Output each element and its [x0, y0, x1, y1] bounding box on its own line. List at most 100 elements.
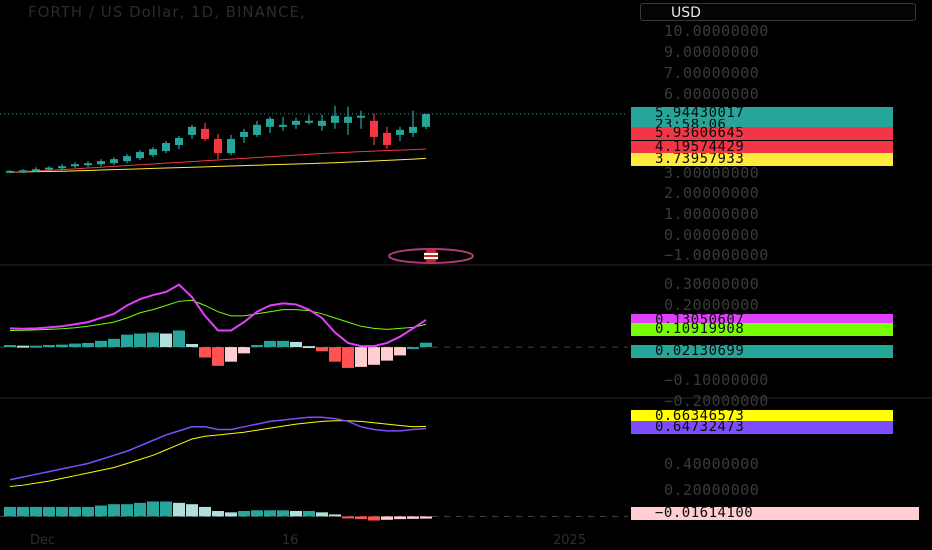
candle-body — [409, 126, 417, 133]
slow-value-tag: 0.66346573 — [631, 410, 893, 423]
moving-average-line — [9, 157, 427, 173]
histogram-bar — [225, 512, 237, 517]
histogram-bar — [303, 510, 315, 517]
histogram-bar — [147, 501, 159, 517]
time-axis-label: Dec — [30, 533, 56, 548]
candle-body — [318, 120, 326, 126]
histogram-bar — [407, 516, 419, 519]
candle-body — [357, 115, 365, 118]
histogram-bar — [134, 333, 146, 348]
histogram-bar — [355, 516, 367, 520]
candle-body — [32, 169, 40, 172]
candle-body — [84, 163, 92, 166]
histogram-bar — [342, 347, 354, 368]
histogram-bar — [368, 347, 380, 365]
ma-slow-tag: 3.73957933 — [631, 153, 893, 166]
candle-body — [253, 124, 261, 135]
candle-body — [370, 120, 378, 137]
candle-body — [227, 138, 235, 154]
axis-tick-label: 2.00000000 — [664, 184, 760, 202]
bid-price-tag: 5.93606645 — [631, 127, 893, 140]
histogram-bar — [108, 504, 120, 517]
histogram-bar — [225, 347, 237, 362]
histogram-bar — [82, 506, 94, 517]
histogram-bar — [160, 333, 172, 348]
axis-tick-label: −1.00000000 — [664, 246, 769, 264]
axis-tick-label: 9.00000000 — [664, 43, 760, 61]
axis-tick-label: 1.00000000 — [664, 205, 760, 223]
candle-body — [110, 159, 118, 164]
oscillator-pane — [0, 416, 628, 521]
histogram-bar — [30, 506, 42, 517]
histogram-bar — [238, 510, 250, 517]
histogram-bar — [342, 516, 354, 519]
candle-body — [383, 132, 391, 146]
histogram-bar — [121, 504, 133, 517]
candle-body — [45, 167, 53, 170]
histogram-bar — [147, 332, 159, 348]
axis-tick-label: 0.00000000 — [664, 226, 760, 244]
symbol-logo[interactable] — [388, 248, 474, 264]
histogram-bar — [394, 516, 406, 520]
oscillator-histogram-tag: −0.01614100 — [631, 507, 919, 520]
axis-tick-label: 7.00000000 — [664, 64, 760, 82]
histogram-bar — [290, 510, 302, 517]
symbol-title[interactable]: FORTH / US Dollar, 1D, BINANCE, — [28, 3, 306, 21]
moving-average-line — [9, 148, 427, 173]
histogram-bar — [368, 516, 380, 521]
slow-line — [9, 420, 427, 488]
histogram-bar — [277, 510, 289, 517]
histogram-bar — [4, 345, 16, 348]
candle-body — [331, 115, 339, 123]
currency-selector[interactable]: USD — [640, 3, 916, 21]
candle-body — [240, 131, 248, 137]
histogram-bar — [69, 343, 81, 348]
histogram-bar — [381, 347, 393, 361]
histogram-bar — [43, 506, 55, 517]
histogram-bar — [160, 501, 172, 517]
axis-tick-label: 0.20000000 — [664, 481, 760, 499]
candle-body — [396, 129, 404, 135]
candle-body — [6, 170, 14, 173]
histogram-bar — [394, 347, 406, 356]
candle-body — [19, 170, 27, 173]
signal-value-tag: 0.10919908 — [631, 323, 893, 336]
histogram-bar — [420, 342, 432, 348]
histogram-bar — [420, 516, 432, 519]
histogram-bar — [290, 341, 302, 348]
histogram-bar — [329, 347, 341, 362]
histogram-bar — [316, 347, 328, 352]
histogram-bar — [95, 340, 107, 348]
candle-body — [149, 149, 157, 156]
axis-tick-label: −0.10000000 — [664, 371, 769, 389]
histogram-bar — [17, 345, 29, 348]
histogram-bar — [199, 506, 211, 517]
candle-body — [188, 126, 196, 135]
histogram-bar — [199, 347, 211, 358]
histogram-bar — [251, 345, 263, 348]
fast-line — [9, 416, 427, 481]
histogram-value-tag: 0.02130699 — [631, 345, 893, 358]
axis-tick-label: 0.40000000 — [664, 455, 760, 473]
candle-body — [58, 166, 66, 169]
histogram-bar — [316, 512, 328, 517]
time-axis-label: 2025 — [553, 533, 587, 548]
histogram-bar — [95, 505, 107, 517]
fast-value-tag: 0.64732473 — [631, 421, 893, 434]
histogram-bar — [43, 345, 55, 348]
histogram-bar — [264, 510, 276, 517]
histogram-bar — [407, 347, 419, 350]
candle-body — [214, 138, 222, 154]
candle-body — [279, 124, 287, 127]
candle-body — [344, 116, 352, 123]
ma-fast-tag: 4.19574429 — [631, 141, 893, 154]
candle-body — [422, 113, 430, 127]
axis-tick-label: −0.20000000 — [664, 392, 769, 410]
histogram-bar — [121, 334, 133, 348]
histogram-bar — [186, 504, 198, 517]
histogram-bar — [108, 338, 120, 348]
histogram-bar — [251, 510, 263, 517]
axis-tick-label: 0.20000000 — [664, 296, 760, 314]
histogram-bar — [4, 506, 16, 517]
